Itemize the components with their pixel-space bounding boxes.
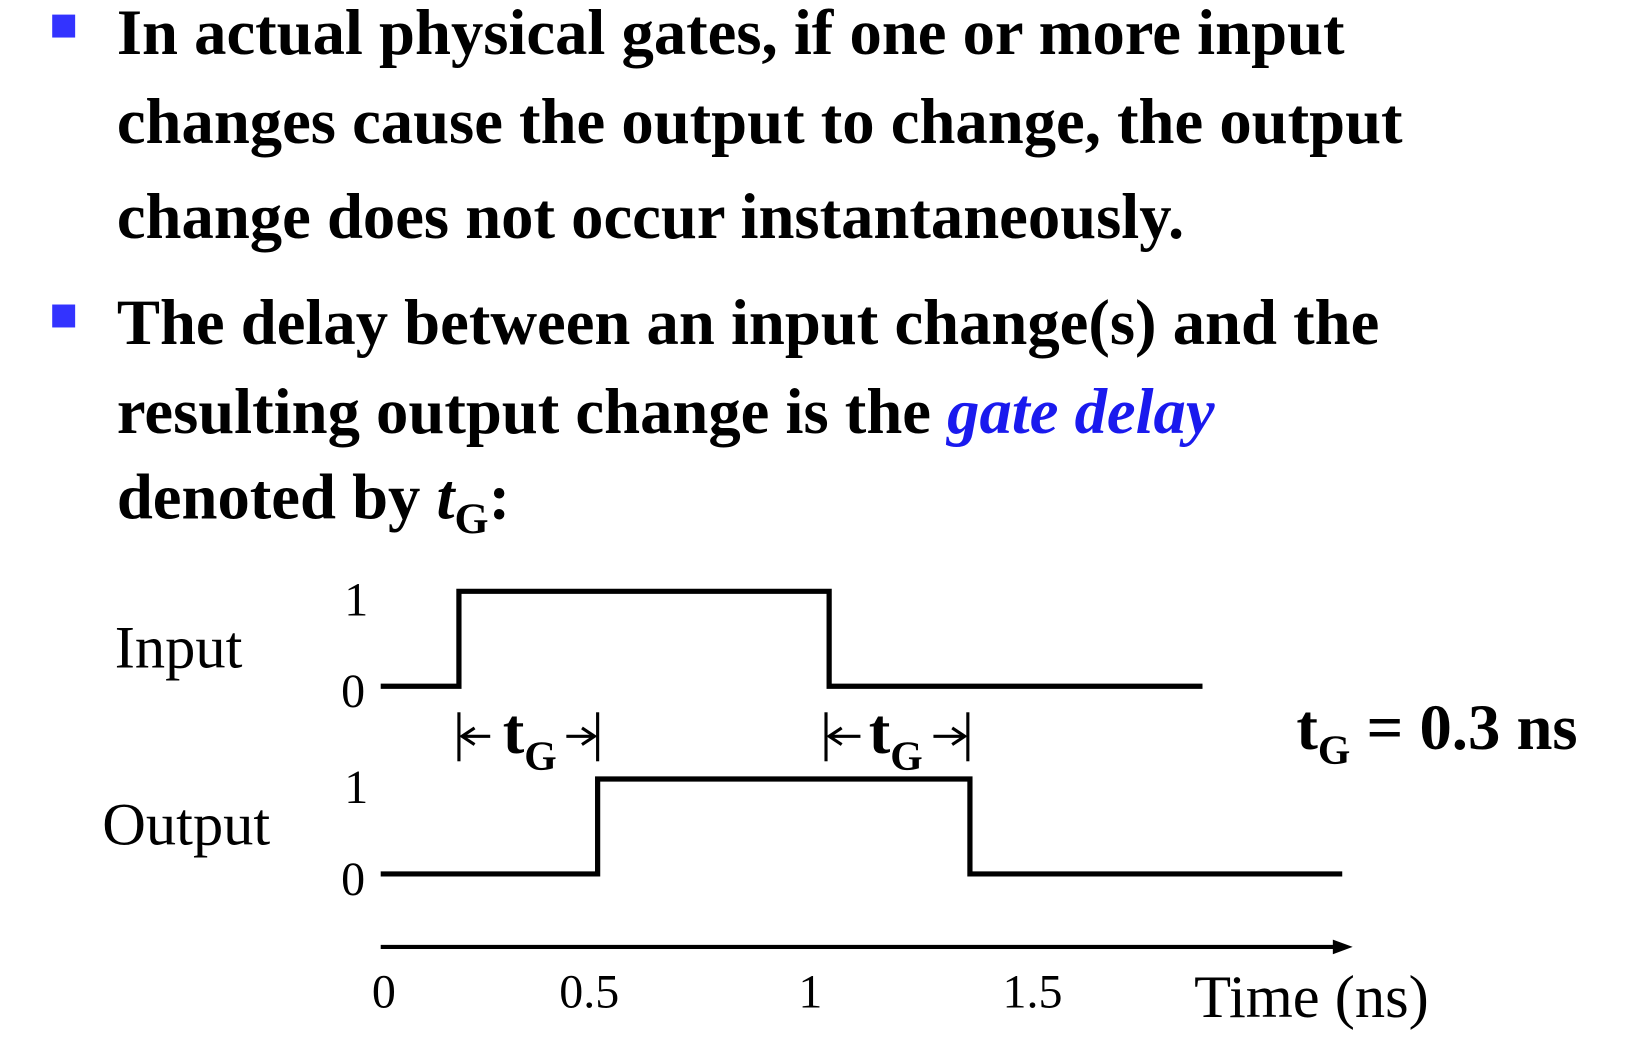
level-label: 0 bbox=[341, 853, 365, 906]
text: = 0.3 ns bbox=[1350, 691, 1577, 763]
text: resulting output change is the bbox=[117, 375, 947, 447]
level-label: 0 bbox=[341, 665, 365, 718]
subscript: G bbox=[890, 734, 922, 780]
symbol: t bbox=[503, 695, 525, 767]
subscript: G bbox=[524, 734, 556, 780]
subscript: G bbox=[455, 495, 489, 543]
delay-label: tG bbox=[869, 695, 923, 780]
text-line: denoted by tG: bbox=[117, 460, 510, 543]
equation: tG = 0.3 ns bbox=[1296, 691, 1577, 774]
axis-arrow bbox=[1332, 939, 1353, 955]
level-label: 1 bbox=[344, 573, 368, 626]
symbol: t bbox=[437, 460, 457, 532]
text-line: resulting output change is the gate dela… bbox=[117, 375, 1215, 447]
axis-tick-label: 0.5 bbox=[559, 965, 619, 1018]
text: : bbox=[489, 460, 511, 532]
output-waveform bbox=[380, 776, 1343, 877]
subscript: G bbox=[1318, 727, 1350, 773]
text-line: changes cause the output to change, the … bbox=[117, 85, 1403, 157]
axis-label: Time (ns) bbox=[1194, 964, 1429, 1031]
bullet bbox=[52, 14, 76, 38]
delay-label: tG bbox=[503, 695, 557, 780]
signal-label: Input bbox=[115, 614, 243, 681]
axis-tick-label: 0 bbox=[372, 965, 396, 1018]
symbol: t bbox=[1296, 691, 1318, 763]
signal-label: Output bbox=[102, 792, 270, 859]
level-label: 1 bbox=[344, 761, 368, 814]
text-line: change does not occur instantaneously. bbox=[117, 180, 1184, 252]
text-line: In actual physical gates, if one or more… bbox=[117, 0, 1345, 68]
bullet bbox=[52, 304, 76, 328]
symbol: t bbox=[869, 695, 891, 767]
input-waveform bbox=[380, 588, 1203, 689]
term: gate delay bbox=[945, 375, 1215, 447]
axis-tick-label: 1 bbox=[798, 965, 822, 1018]
text-line: The delay between an input change(s) and… bbox=[117, 286, 1379, 359]
axis-tick-label: 1.5 bbox=[1003, 965, 1063, 1018]
text: denoted by bbox=[117, 460, 437, 532]
delay-marker bbox=[457, 712, 970, 762]
